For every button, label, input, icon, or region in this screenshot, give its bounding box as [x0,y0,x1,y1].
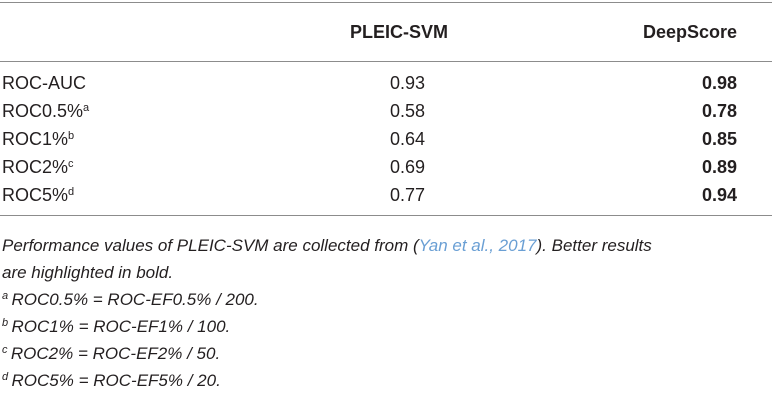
footnote-mark: d [68,186,75,198]
row-label-text: ROC2% [2,157,69,177]
column-header: PLEIC-SVM [350,22,449,42]
citation-link[interactable]: Yan et al., 2017 [418,236,537,255]
footnote-mark: a [2,290,9,302]
row-label-text: ROC-AUC [2,73,86,93]
footnote: b ROC1% = ROC-EF1% / 100. [2,316,230,338]
footnote-text: ROC2% = ROC-EF2% / 50. [10,344,221,363]
row-label-text: ROC1% [2,129,69,149]
table-note: are highlighted in bold. [2,262,173,284]
footnote: a ROC0.5% = ROC-EF0.5% / 200. [2,289,259,311]
cell-value: 0.69 [390,157,426,177]
footnote-text: ROC1% = ROC-EF1% / 100. [11,317,231,336]
cell-value: 0.93 [390,73,426,93]
footnote: d ROC5% = ROC-EF5% / 20. [2,370,221,392]
footnote-text: ROC5% = ROC-EF5% / 20. [11,371,221,390]
footnote: c ROC2% = ROC-EF2% / 50. [2,343,220,365]
footnote-mark: a [83,102,90,114]
footnote-mark: c [68,158,74,170]
cell-value: 0.77 [390,185,426,205]
footnote-text: ROC0.5% = ROC-EF0.5% / 200. [11,290,259,309]
row-label-text: ROC5% [2,185,69,205]
row-label: ROC1%b [2,128,74,150]
note-text: Performance values of PLEIC-SVM are coll… [2,236,419,255]
cell-value: 0.89 [701,157,737,177]
cell-value: 0.98 [701,73,737,93]
header-rule [0,61,772,62]
footnote-mark: b [68,130,75,142]
row-label: ROC-AUC [2,72,86,94]
cell-value: 0.64 [390,129,426,149]
table-note: Performance values of PLEIC-SVM are coll… [2,235,652,257]
row-label: ROC0.5%a [2,100,89,122]
row-label-text: ROC0.5% [2,101,84,121]
cell-value: 0.78 [701,101,737,121]
row-label: ROC2%c [2,156,74,178]
cell-value: 0.85 [701,129,737,149]
footnote-mark: d [2,371,9,383]
note-text: ). Better results [536,236,652,255]
footnote-mark: b [2,317,9,329]
footnote-mark: c [2,344,8,356]
top-rule [0,2,772,3]
row-label: ROC5%d [2,184,74,206]
bottom-rule [0,215,772,216]
column-header: DeepScore [642,22,737,42]
cell-value: 0.58 [390,101,426,121]
cell-value: 0.94 [701,185,737,205]
note-text: are highlighted in bold. [2,263,174,282]
